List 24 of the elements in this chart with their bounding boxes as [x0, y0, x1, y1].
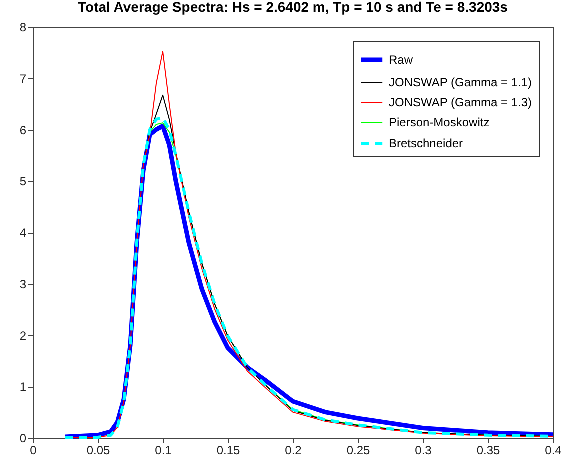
y-tick-label: 7: [20, 72, 27, 86]
y-tick-label: 1: [20, 380, 27, 394]
x-tick-label: 0.15: [216, 444, 240, 458]
y-tick-label: 0: [20, 432, 27, 446]
x-tick-label: 0.1: [155, 444, 172, 458]
y-tick-label: 3: [20, 277, 27, 292]
x-tick-label: 0: [30, 444, 38, 458]
y-tick-label: 6: [20, 123, 27, 138]
y-tick-label: 8: [20, 20, 27, 34]
legend-label: Raw: [389, 53, 414, 67]
legend-label: JONSWAP (Gamma = 1.3): [389, 96, 532, 110]
y-tick-label: 2: [20, 328, 27, 343]
y-tick-label: 4: [20, 226, 27, 240]
legend-label: JONSWAP (Gamma = 1.1): [389, 76, 532, 90]
x-tick-label: 0.25: [346, 444, 370, 458]
legend-label: Bretschneider: [389, 136, 464, 150]
legend-label: Pierson-Moskowitz: [389, 116, 490, 130]
x-tick-label: 0.2: [285, 444, 302, 458]
x-tick-label: 0.4: [545, 444, 562, 458]
x-tick-label: 0.35: [476, 444, 500, 458]
x-tick-label: 0.05: [86, 444, 110, 458]
chart-title: Total Average Spectra: Hs = 2.6402 m, Tp = 10 s and Te = 8.3203s: [78, 0, 508, 15]
x-tick-label: 0.3: [415, 444, 432, 458]
y-tick-label: 5: [20, 174, 27, 189]
